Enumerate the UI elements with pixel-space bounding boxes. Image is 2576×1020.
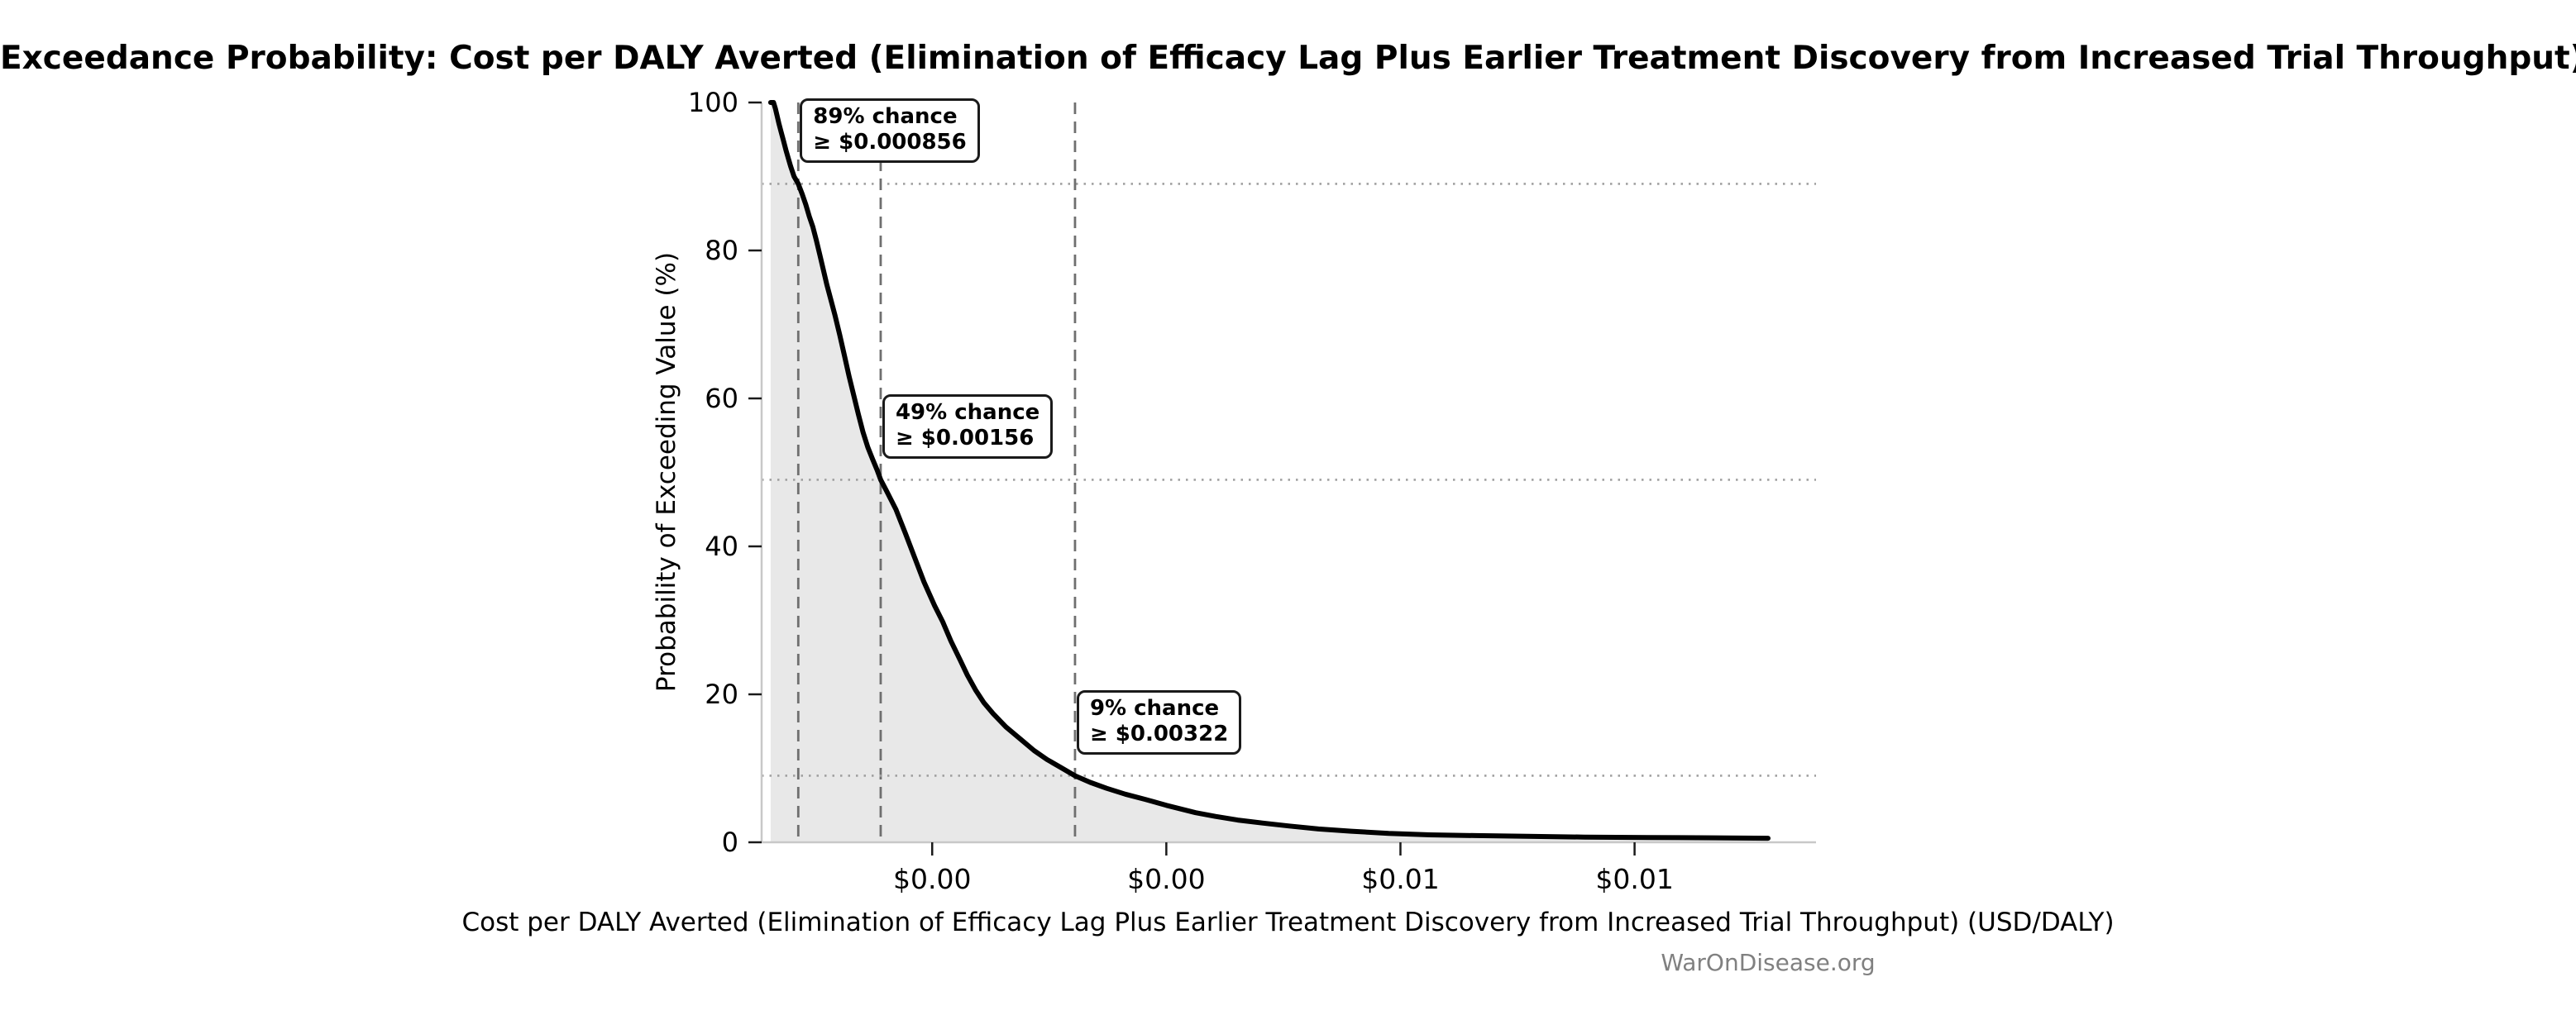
annotation-threshold-text: ≥ $0.000856 (813, 130, 967, 155)
annotation-chance-text: 49% chance (895, 400, 1040, 426)
x-tick-label: $0.01 (1595, 863, 1673, 895)
curve-fill-area (770, 102, 1768, 842)
x-tick-label: $0.00 (1127, 863, 1205, 895)
y-tick-label: 20 (705, 679, 738, 710)
x-tick-label: $0.01 (1361, 863, 1439, 895)
chart-title: Exceedance Probability: Cost per DALY Av… (0, 40, 2576, 77)
annotation-box-9pct: 9% chance ≥ $0.00322 (1076, 690, 1242, 755)
x-tick-label: $0.00 (893, 863, 971, 895)
y-tick-label: 100 (688, 87, 738, 118)
annotation-chance-text: 9% chance (1089, 696, 1220, 722)
y-tick-label: 80 (705, 235, 738, 266)
annotation-box-89pct: 89% chance ≥ $0.000856 (800, 98, 980, 164)
annotation-threshold-text: ≥ $0.00322 (1089, 722, 1229, 747)
y-tick-label: 40 (705, 531, 738, 562)
exceedance-curve (767, 100, 1771, 841)
watermark: WarOnDisease.org (1661, 949, 1876, 976)
annotation-threshold-text: ≥ $0.00156 (895, 426, 1035, 451)
y-tick-label: 60 (705, 383, 738, 414)
annotation-chance-text: 89% chance (813, 104, 958, 130)
y-tick-label: 0 (722, 827, 738, 858)
annotation-box-49pct: 49% chance ≥ $0.00156 (882, 394, 1054, 460)
x-axis-label: Cost per DALY Averted (Elimination of Ef… (461, 908, 2115, 937)
